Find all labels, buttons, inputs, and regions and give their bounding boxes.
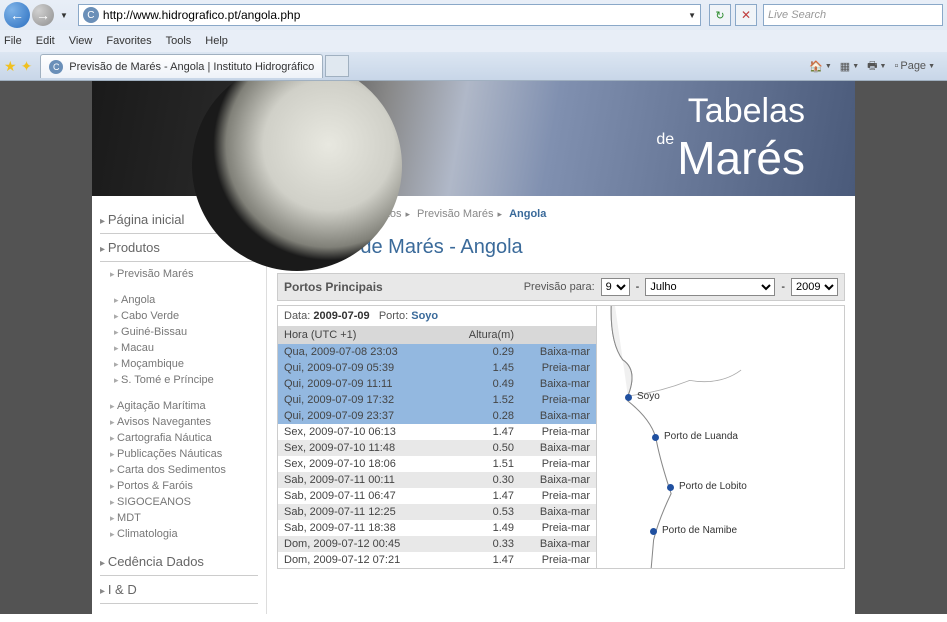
tide-row: Sab, 2009-07-11 06:471.47Preia-mar (278, 488, 596, 504)
menu-tools[interactable]: Tools (166, 35, 192, 47)
nav-bar: ← → ▼ C http://www.hidrografico.pt/angol… (0, 0, 947, 30)
tide-row: Dom, 2009-07-12 00:450.33Baixa-mar (278, 536, 596, 552)
main-content: Página inicial▸ Produtos▸ Previsão Marés… (267, 196, 855, 614)
banner-line1: Tabelas (656, 92, 805, 131)
banner-line2-pre: de (656, 131, 674, 148)
menu-file[interactable]: File (4, 35, 22, 47)
map-city-label: Porto de Namibe (662, 525, 737, 536)
tide-row: Sex, 2009-07-10 11:480.50Baixa-mar (278, 440, 596, 456)
tide-table: Data: 2009-07-09 Porto: Soyo Hora (UTC +… (277, 305, 597, 569)
banner-line2: Marés (677, 132, 805, 184)
menu-edit[interactable]: Edit (36, 35, 55, 47)
forward-button[interactable]: → (32, 4, 54, 26)
sidebar-product-item[interactable]: MDT (110, 510, 258, 526)
stop-button[interactable]: ✕ (735, 4, 757, 26)
filter-controls: Portos Principais Previsão para: 9 - Jul… (277, 273, 845, 301)
sidebar-id[interactable]: I & D (100, 576, 258, 604)
year-select[interactable]: 2009 (791, 278, 838, 296)
table-columns: Hora (UTC +1) Altura(m) (278, 326, 596, 344)
banner: Tabelas de Marés (92, 81, 855, 196)
page-menu[interactable]: ▫ Page ▼ (894, 60, 935, 72)
map-city-label: Porto de Lobito (679, 481, 747, 492)
port-link[interactable]: Soyo (411, 310, 438, 322)
tide-row: Sex, 2009-07-10 06:131.47Preia-mar (278, 424, 596, 440)
map-city-dot[interactable] (652, 434, 659, 441)
sidebar: Página inicial Produtos Previsão Marés A… (92, 196, 267, 614)
previsao-label: Previsão para: (524, 281, 595, 293)
sidebar-product-item[interactable]: Avisos Navegantes (110, 414, 258, 430)
tab-title: Previsão de Marés - Angola | Instituto H… (69, 61, 314, 73)
sidebar-product-item[interactable]: Climatologia (110, 526, 258, 542)
tide-row: Sex, 2009-07-10 18:061.51Preia-mar (278, 456, 596, 472)
refresh-button[interactable]: ↻ (709, 4, 731, 26)
tide-row: Dom, 2009-07-12 07:211.47Preia-mar (278, 552, 596, 568)
page-content: Tabelas de Marés Página inicial Produtos… (92, 81, 855, 614)
tab-bar: ★ ✦ C Previsão de Marés - Angola | Insti… (0, 52, 947, 80)
url-dropdown[interactable]: ▼ (688, 11, 696, 20)
nav-history-dropdown[interactable]: ▼ (56, 11, 72, 20)
menu-bar: File Edit View Favorites Tools Help (0, 30, 947, 52)
menu-help[interactable]: Help (205, 35, 228, 47)
month-select[interactable]: Julho (645, 278, 775, 296)
menu-favorites[interactable]: Favorites (106, 35, 151, 47)
tide-row: Sab, 2009-07-11 18:381.49Preia-mar (278, 520, 596, 536)
sidebar-previsao-mares[interactable]: Previsão Marés (110, 266, 258, 282)
tide-row: Qui, 2009-07-09 11:110.49Baixa-mar (278, 376, 596, 392)
browser-tab[interactable]: C Previsão de Marés - Angola | Instituto… (40, 54, 323, 78)
sidebar-product-item[interactable]: Cartografia Náutica (110, 430, 258, 446)
feeds-icon[interactable]: ▦▼ (840, 60, 859, 73)
sidebar-location[interactable]: Cabo Verde (114, 308, 258, 324)
browser-chrome: ← → ▼ C http://www.hidrografico.pt/angol… (0, 0, 947, 81)
sidebar-product-item[interactable]: Agitação Marítima (110, 398, 258, 414)
add-favorites-icon[interactable]: ✦ (21, 58, 33, 75)
map-city-dot[interactable] (667, 484, 674, 491)
tide-row: Qui, 2009-07-09 23:370.28Baixa-mar (278, 408, 596, 424)
map-city-label: Soyo (637, 391, 660, 402)
day-select[interactable]: 9 (601, 278, 630, 296)
tide-row: Qui, 2009-07-09 05:391.45Preia-mar (278, 360, 596, 376)
site-icon: C (83, 7, 99, 23)
url-text: http://www.hidrografico.pt/angola.php (103, 8, 688, 22)
home-icon[interactable]: 🏠▼ (809, 60, 832, 73)
sidebar-product-item[interactable]: Publicações Náuticas (110, 446, 258, 462)
new-tab-button[interactable] (325, 55, 349, 77)
print-icon[interactable]: 🖶▼ (867, 57, 886, 76)
breadcrumb-active: Angola (509, 208, 546, 220)
sidebar-product-item[interactable]: SIGOCEANOS (110, 494, 258, 510)
search-input[interactable]: Live Search (763, 4, 943, 26)
map-city-dot[interactable] (625, 394, 632, 401)
toolbar-icons: 🏠▼ ▦▼ 🖶▼ ▫ Page ▼ (809, 57, 943, 76)
map-city-dot[interactable] (650, 528, 657, 535)
viewport: Tabelas de Marés Página inicial Produtos… (0, 81, 947, 614)
menu-view[interactable]: View (69, 35, 93, 47)
breadcrumb-item[interactable]: Previsão Marés (417, 208, 493, 220)
favorites-star-icon[interactable]: ★ (4, 58, 17, 75)
tab-favicon: C (49, 60, 63, 74)
sidebar-location[interactable]: Moçambique (114, 356, 258, 372)
sidebar-product-item[interactable]: Portos & Faróis (110, 478, 258, 494)
sidebar-location[interactable]: Guiné-Bissau (114, 324, 258, 340)
tide-row: Sab, 2009-07-11 12:250.53Baixa-mar (278, 504, 596, 520)
map-city-label: Porto de Luanda (664, 431, 738, 442)
sidebar-product-item[interactable]: Carta dos Sedimentos (110, 462, 258, 478)
sidebar-cedencia[interactable]: Cedência Dados (100, 548, 258, 576)
portos-label: Portos Principais (284, 280, 383, 294)
sidebar-location[interactable]: Macau (114, 340, 258, 356)
tide-row: Qui, 2009-07-09 17:321.52Preia-mar (278, 392, 596, 408)
sidebar-location[interactable]: Angola (114, 292, 258, 308)
sidebar-location[interactable]: S. Tomé e Príncipe (114, 372, 258, 388)
tide-row: Sab, 2009-07-11 00:110.30Baixa-mar (278, 472, 596, 488)
address-bar[interactable]: C http://www.hidrografico.pt/angola.php … (78, 4, 701, 26)
map: Soyo Porto de Luanda Porto de Lobito Porto … (597, 305, 845, 569)
tide-row: Qua, 2009-07-08 23:030.29Baixa-mar (278, 344, 596, 360)
table-header-info: Data: 2009-07-09 Porto: Soyo (278, 306, 596, 326)
back-button[interactable]: ← (4, 2, 30, 28)
